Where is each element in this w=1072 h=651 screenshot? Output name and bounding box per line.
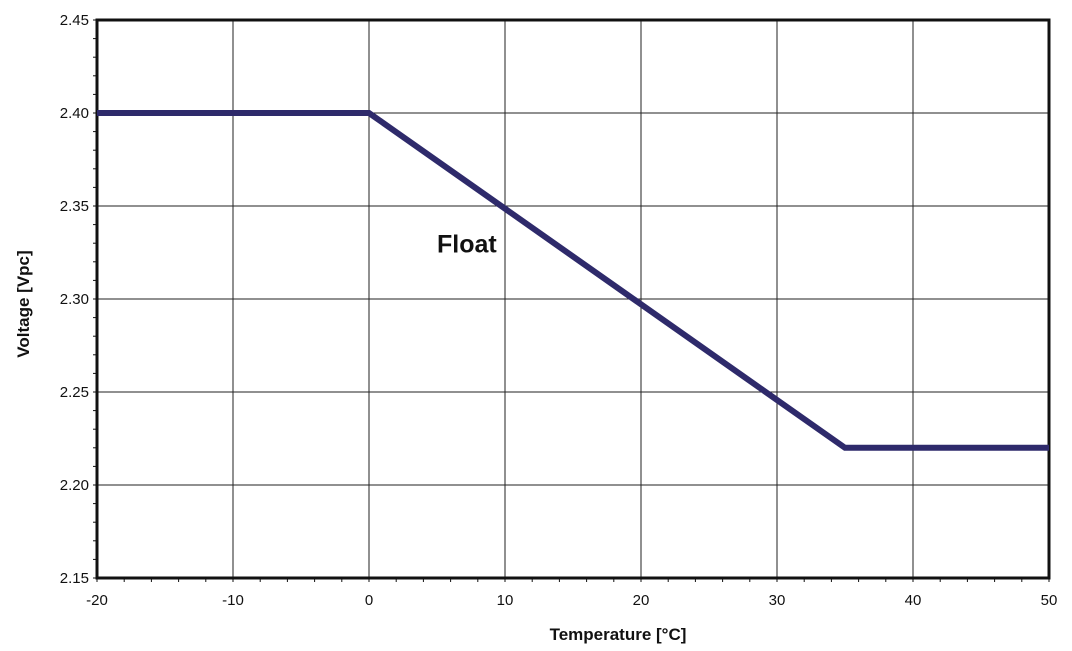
y-tick-label: 2.15 <box>60 570 89 587</box>
x-tick-label: 20 <box>633 592 650 609</box>
plot-frame <box>95 18 1051 580</box>
minor-ticks <box>93 19 1050 582</box>
series-layer <box>97 110 1049 451</box>
y-tick-labels: 2.15 2.20 2.25 2.30 2.35 2.40 2.45 <box>60 12 89 587</box>
y-tick-label: 2.45 <box>60 12 89 29</box>
x-tick-labels: -20 -10 0 10 20 30 40 50 <box>86 592 1057 609</box>
y-tick-label: 2.35 <box>60 198 89 215</box>
y-tick-label: 2.30 <box>60 291 89 308</box>
x-tick-label: -10 <box>222 592 244 609</box>
y-tick-label: 2.20 <box>60 477 89 494</box>
y-tick-label: 2.40 <box>60 105 89 122</box>
series-annotation: Float <box>437 231 497 259</box>
x-tick-label: 0 <box>365 592 373 609</box>
x-axis-title: Temperature [°C] <box>550 625 687 644</box>
x-tick-label: 30 <box>769 592 786 609</box>
x-tick-label: 40 <box>905 592 922 609</box>
y-axis-title: Voltage [Vpc] <box>14 250 33 357</box>
x-tick-label: -20 <box>86 592 108 609</box>
series-line <box>97 110 1049 451</box>
grid <box>96 19 1050 579</box>
x-tick-label: 10 <box>497 592 514 609</box>
y-tick-label: 2.25 <box>60 384 89 401</box>
x-tick-label: 50 <box>1041 592 1058 609</box>
annotations: Float <box>437 231 497 259</box>
